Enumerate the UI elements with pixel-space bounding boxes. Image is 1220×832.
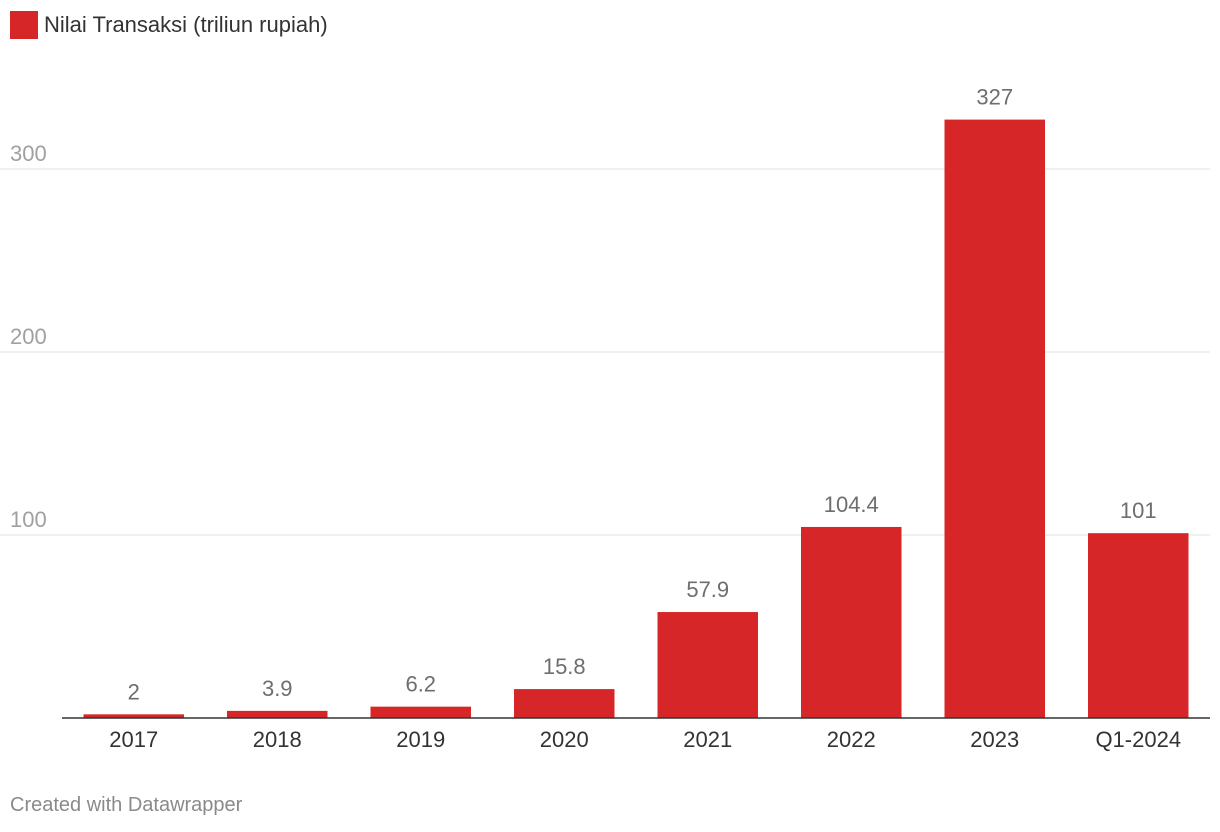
value-label-2021: 57.9	[686, 577, 729, 602]
legend-label: Nilai Transaksi (triliun rupiah)	[44, 12, 328, 37]
legend-swatch	[10, 11, 38, 39]
x-tick-label-2018: 2018	[253, 727, 302, 752]
x-tick-label-2020: 2020	[540, 727, 589, 752]
legend: Nilai Transaksi (triliun rupiah)	[10, 10, 328, 40]
x-tick-label-2021: 2021	[683, 727, 732, 752]
bar-2018	[227, 710, 328, 718]
value-label-2017: 2	[128, 679, 140, 704]
x-tick-label-Q1-2024: Q1-2024	[1095, 727, 1181, 752]
value-label-2018: 3.9	[262, 676, 293, 701]
bar-2017	[83, 714, 184, 718]
bar-2023	[944, 119, 1045, 719]
value-label-Q1-2024: 101	[1120, 498, 1157, 523]
bar-2022	[801, 526, 902, 718]
x-tick-label-2022: 2022	[827, 727, 876, 752]
value-label-2022: 104.4	[824, 492, 879, 517]
x-tick-label-2017: 2017	[109, 727, 158, 752]
footer-credit: Created with Datawrapper	[10, 794, 243, 816]
bar-2021	[657, 612, 758, 718]
y-tick-label-300: 300	[10, 141, 47, 166]
value-label-2023: 327	[976, 85, 1013, 110]
bar-2020	[514, 689, 615, 718]
value-label-2019: 6.2	[405, 672, 436, 697]
bar-2019	[370, 706, 471, 718]
x-tick-label-2019: 2019	[396, 727, 445, 752]
bar-Q1-2024	[1088, 533, 1189, 718]
y-tick-label-100: 100	[10, 507, 47, 532]
x-tick-label-2023: 2023	[970, 727, 1019, 752]
value-label-2020: 15.8	[543, 654, 586, 679]
y-tick-label-200: 200	[10, 324, 47, 349]
